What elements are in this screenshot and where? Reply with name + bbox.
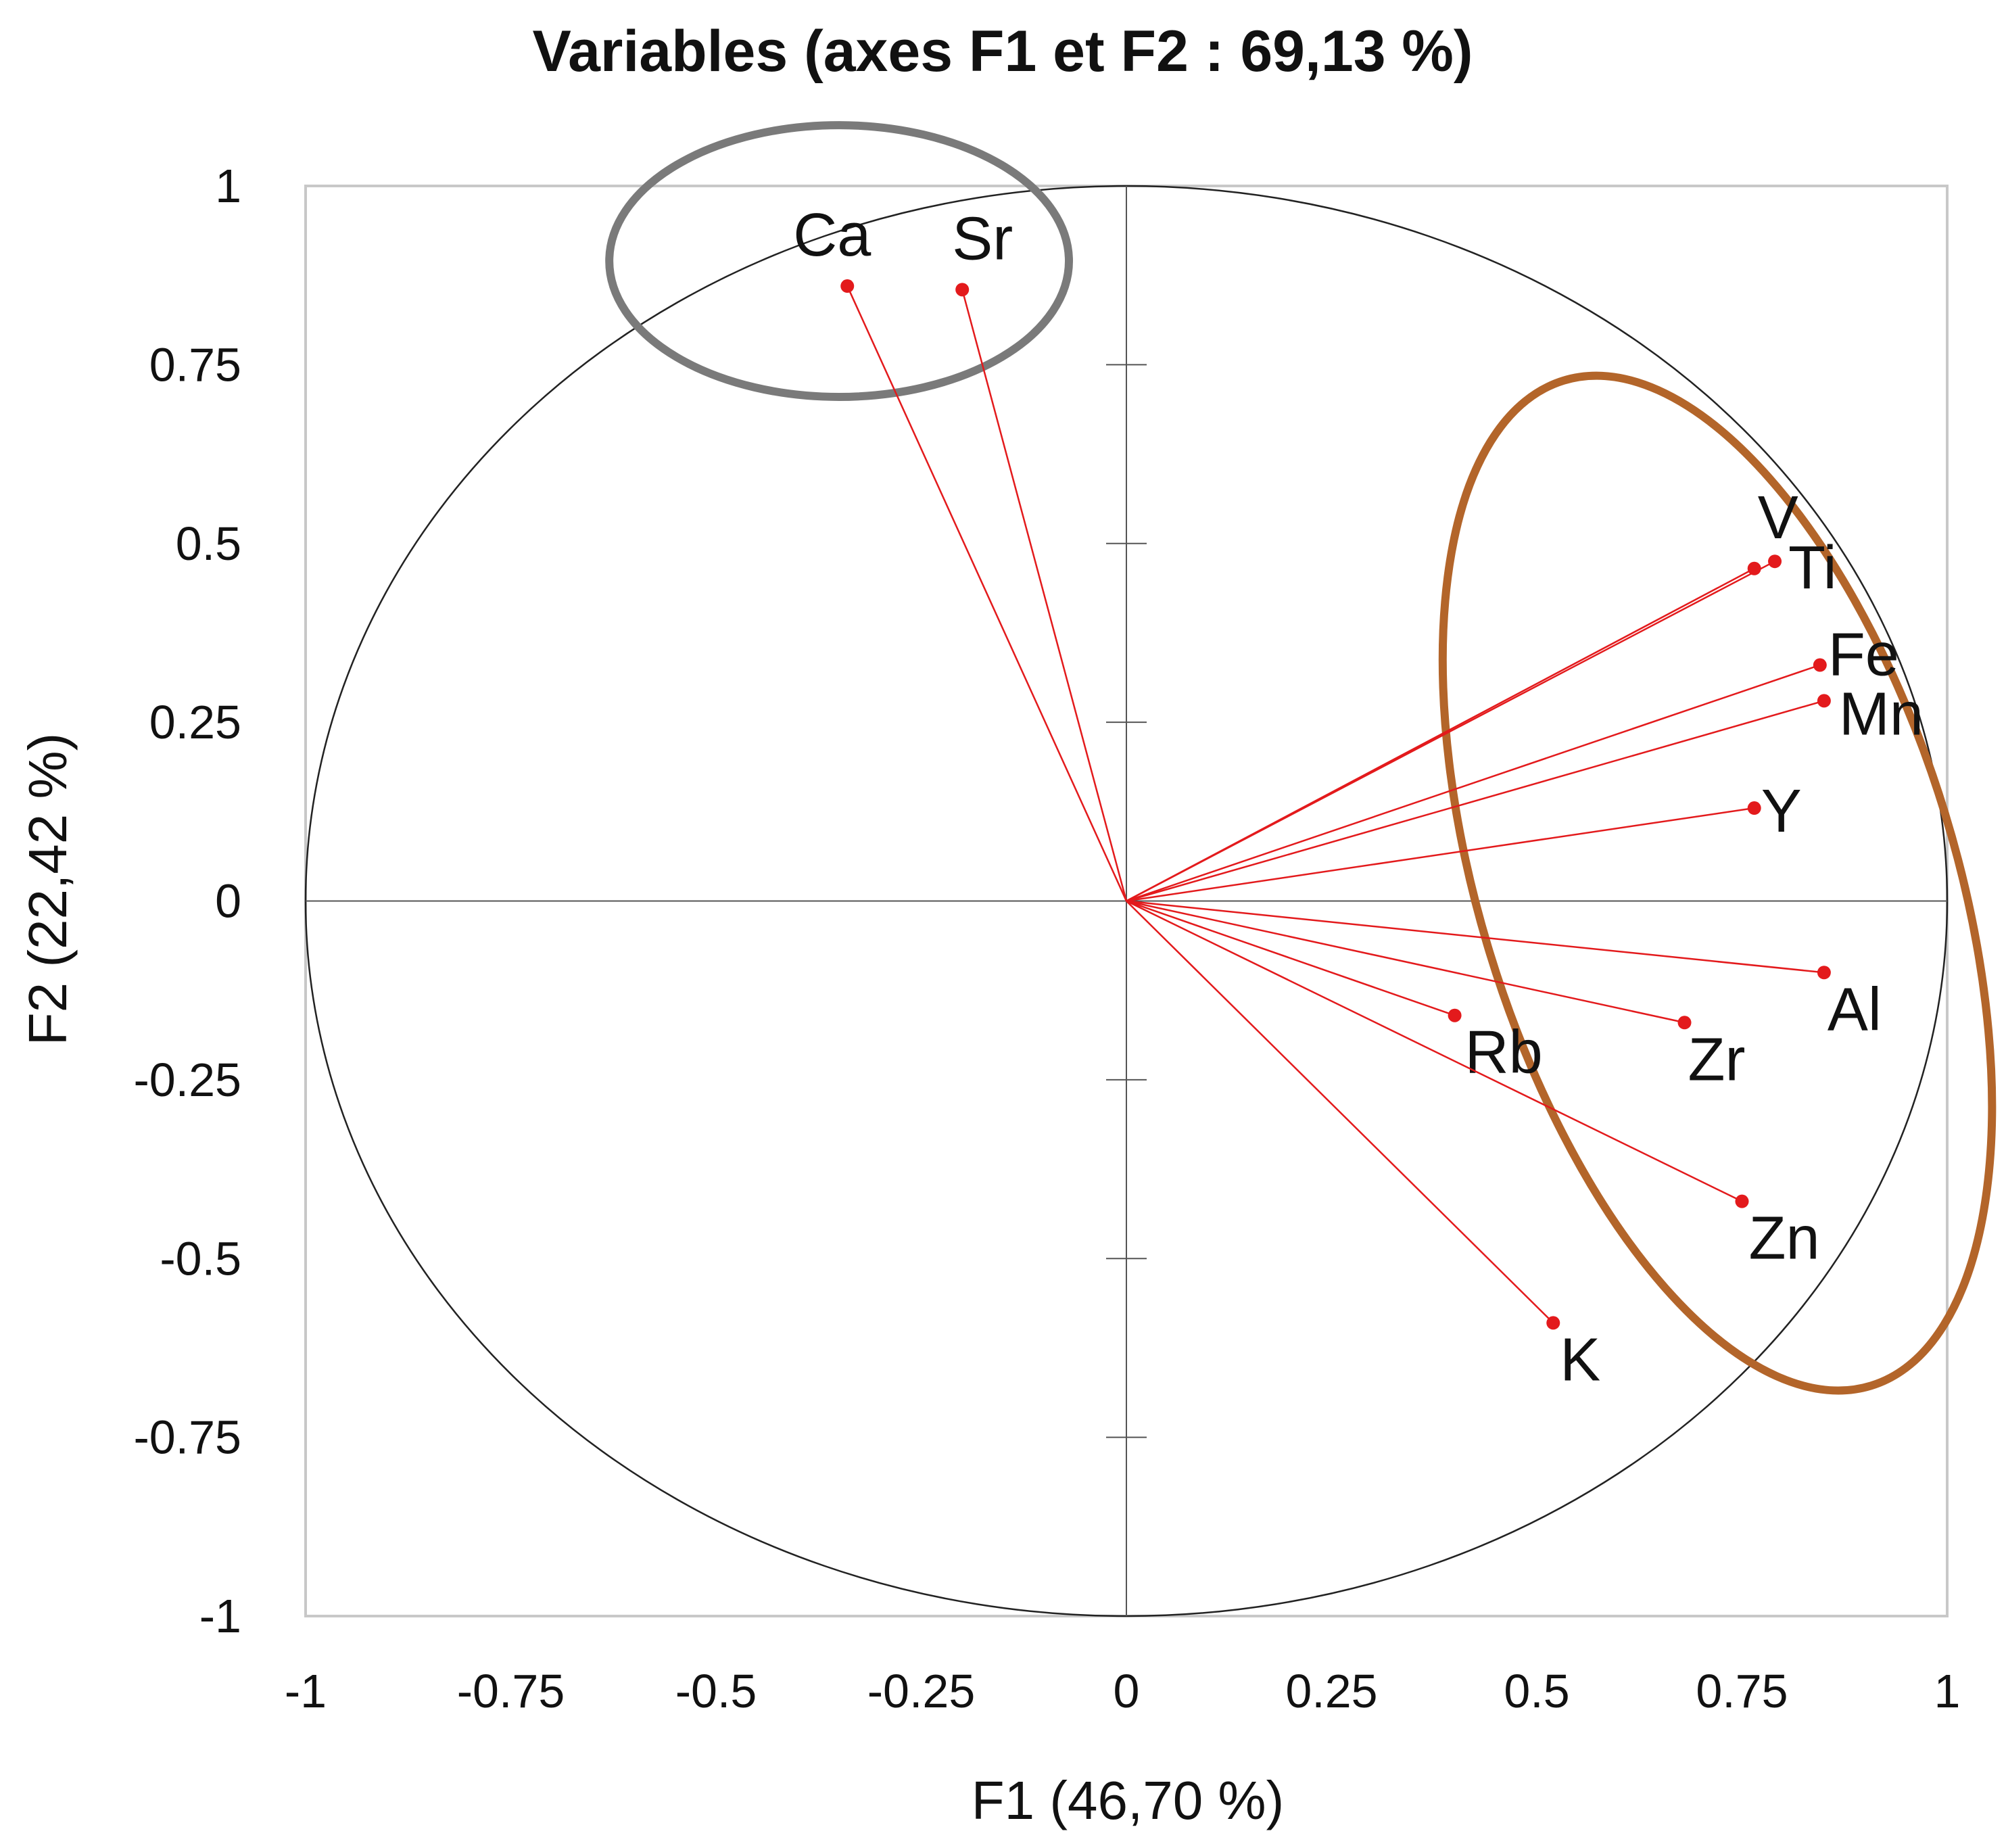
point-Ti: [1768, 554, 1782, 569]
point-label-V: V: [1758, 484, 1798, 552]
x-tick-label: 0.25: [1285, 1665, 1377, 1717]
y-tick-label: -0.5: [160, 1232, 241, 1285]
point-label-Sr: Sr: [952, 205, 1013, 273]
point-K: [1546, 1316, 1560, 1330]
point-label-K: K: [1560, 1326, 1600, 1394]
x-tick-label: -0.5: [675, 1665, 757, 1717]
plot-area: 1 0.75 0.5 0.25 0 -0.25 -0.5 -0.75 -1 -1 -0.75 -0.5…: [133, 121, 1997, 1717]
point-label-Zn: Zn: [1749, 1205, 1820, 1273]
x-tick-label: -1: [285, 1665, 327, 1717]
point-Fe: [1813, 658, 1827, 672]
group-ellipse-2: [1438, 371, 1997, 1395]
point-Sr: [955, 283, 970, 297]
x-tick-label: 1: [1934, 1665, 1961, 1717]
y-tick-label: 0.5: [176, 517, 241, 570]
y-tick-label: -1: [199, 1590, 241, 1642]
y-tick-label: 1: [215, 160, 241, 212]
vector-Ca: [846, 285, 1128, 902]
vector-Ti: [1126, 561, 1775, 902]
chart-title: Variables (axes F1 et F2 : 69,13 %): [532, 19, 1473, 84]
x-tick-label: 0.75: [1696, 1665, 1788, 1717]
point-Mn: [1817, 694, 1831, 708]
point-label-Rb: Rb: [1465, 1019, 1543, 1087]
y-tick-label: -0.75: [133, 1411, 241, 1464]
point-V: [1747, 561, 1761, 575]
point-Zn: [1735, 1194, 1749, 1208]
vector-Fe: [1126, 664, 1821, 902]
vector-Mn: [1126, 700, 1825, 902]
x-tick-label: 0.5: [1504, 1665, 1569, 1717]
y-tick-label: 0.25: [149, 696, 241, 749]
point-label-Ca: Ca: [793, 202, 871, 269]
point-label-Al: Al: [1828, 976, 1882, 1043]
y-tick-label: 0.75: [149, 338, 241, 391]
vector-Sr: [961, 289, 1128, 901]
point-label-Y: Y: [1761, 778, 1802, 845]
vector-K: [1126, 900, 1554, 1324]
vector-Y: [1126, 807, 1754, 902]
y-tick-label: -0.25: [133, 1053, 241, 1106]
point-Al: [1817, 966, 1831, 980]
point-label-Zr: Zr: [1688, 1026, 1746, 1093]
vector-Zr: [1126, 900, 1685, 1024]
point-Ca: [840, 279, 855, 293]
x-tick-label: -0.75: [457, 1665, 565, 1717]
point-label-Fe: Fe: [1828, 621, 1899, 689]
x-tick-label: 0: [1114, 1665, 1140, 1717]
vector-Al: [1126, 900, 1825, 974]
point-Y: [1747, 801, 1761, 815]
vector-Rb: [1126, 900, 1456, 1016]
y-axis-title: F2 (22,42 %): [18, 733, 78, 1045]
point-label-Mn: Mn: [1839, 680, 1924, 748]
point-label-Ti: Ti: [1788, 534, 1837, 602]
point-Zr: [1677, 1016, 1692, 1030]
point-Rb: [1448, 1008, 1462, 1022]
y-tick-label: 0: [215, 875, 241, 928]
x-tick-label: -0.25: [867, 1665, 976, 1717]
x-axis-title: F1 (46,70 %): [972, 1770, 1284, 1830]
group-ellipse-1: [605, 121, 1074, 401]
vector-Zn: [1126, 900, 1743, 1202]
